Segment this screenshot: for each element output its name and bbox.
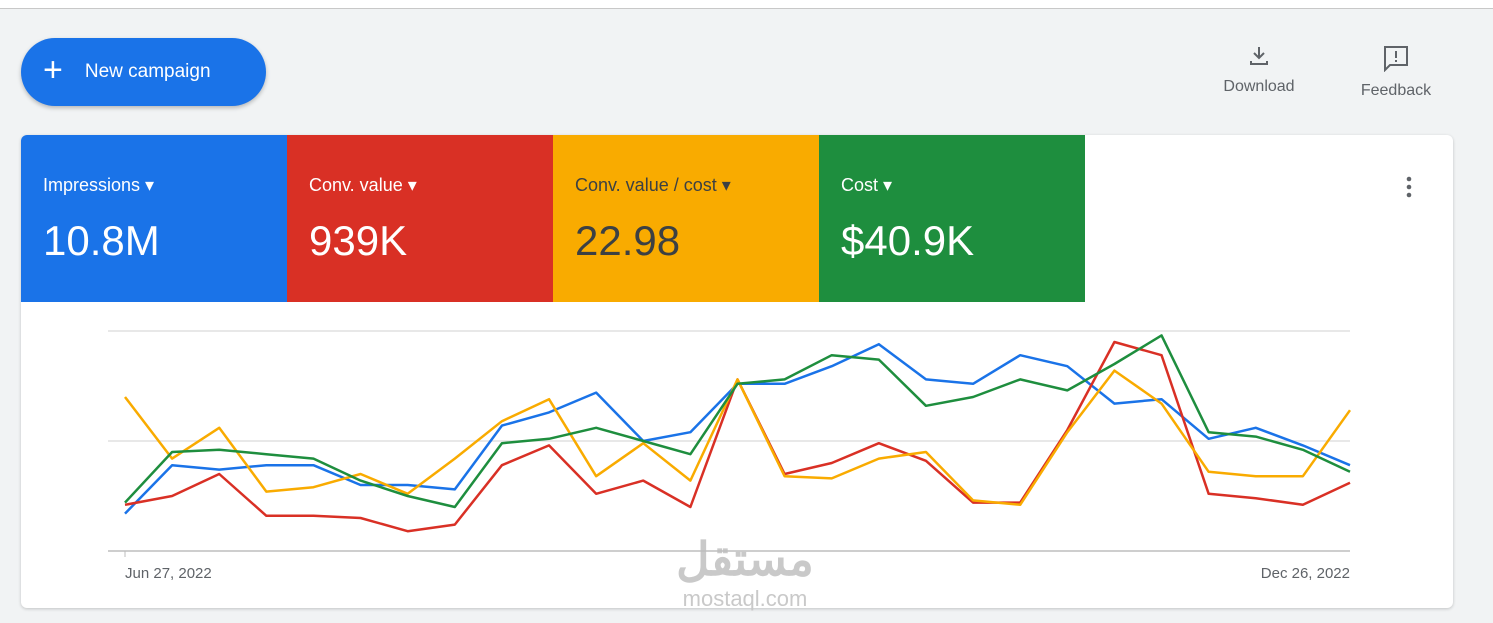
dropdown-caret: ▾ <box>140 175 155 195</box>
metric-value: 22.98 <box>575 217 681 264</box>
metric-value: $40.9K <box>841 217 975 264</box>
x-tick-label: Dec 26, 2022 <box>1261 565 1350 582</box>
download-icon <box>1250 47 1268 65</box>
dropdown-caret: ▾ <box>402 175 417 195</box>
metric-label: Conv. value / cost ▾ <box>575 175 731 195</box>
feedback-label: Feedback <box>1360 82 1432 99</box>
dropdown-caret: ▾ <box>878 175 893 195</box>
series-line <box>124 369 1352 507</box>
download-button[interactable]: Download <box>1209 44 1309 96</box>
metric-tile[interactable]: Cost ▾ $40.9K <box>819 135 1085 302</box>
metric-tile[interactable]: Conv. value / cost ▾ 22.98 <box>553 135 819 302</box>
feedback-icon <box>1384 46 1408 72</box>
top-bar <box>0 0 1493 9</box>
button-label: New campaign <box>84 61 211 82</box>
chart-card: Impressions ▾ 10.8M Conv. value ▾ 939K Conv.… <box>21 135 1453 608</box>
metric-value: 10.8M <box>43 217 160 264</box>
metric-label: Cost ▾ <box>841 175 893 195</box>
new-campaign-button[interactable]: + New campaign <box>21 38 266 106</box>
metric-tile[interactable]: Impressions ▾ 10.8M <box>21 135 287 302</box>
series-line <box>124 340 1351 533</box>
x-tick-label: Jun 27, 2022 <box>125 565 212 582</box>
more-menu[interactable] <box>1404 175 1414 201</box>
feedback-button[interactable]: Feedback <box>1346 44 1446 100</box>
watermark-site: mostaql.com <box>682 586 808 611</box>
metric-label: Impressions ▾ <box>43 175 155 195</box>
download-label: Download <box>1223 78 1295 95</box>
series-line <box>124 334 1351 509</box>
metric-value: 939K <box>309 217 408 264</box>
metric-tile[interactable]: Conv. value ▾ 939K <box>287 135 553 302</box>
watermark-arabic: مستقل <box>676 533 814 585</box>
dropdown-caret: ▾ <box>716 175 731 195</box>
metric-label: Conv. value ▾ <box>309 175 417 195</box>
